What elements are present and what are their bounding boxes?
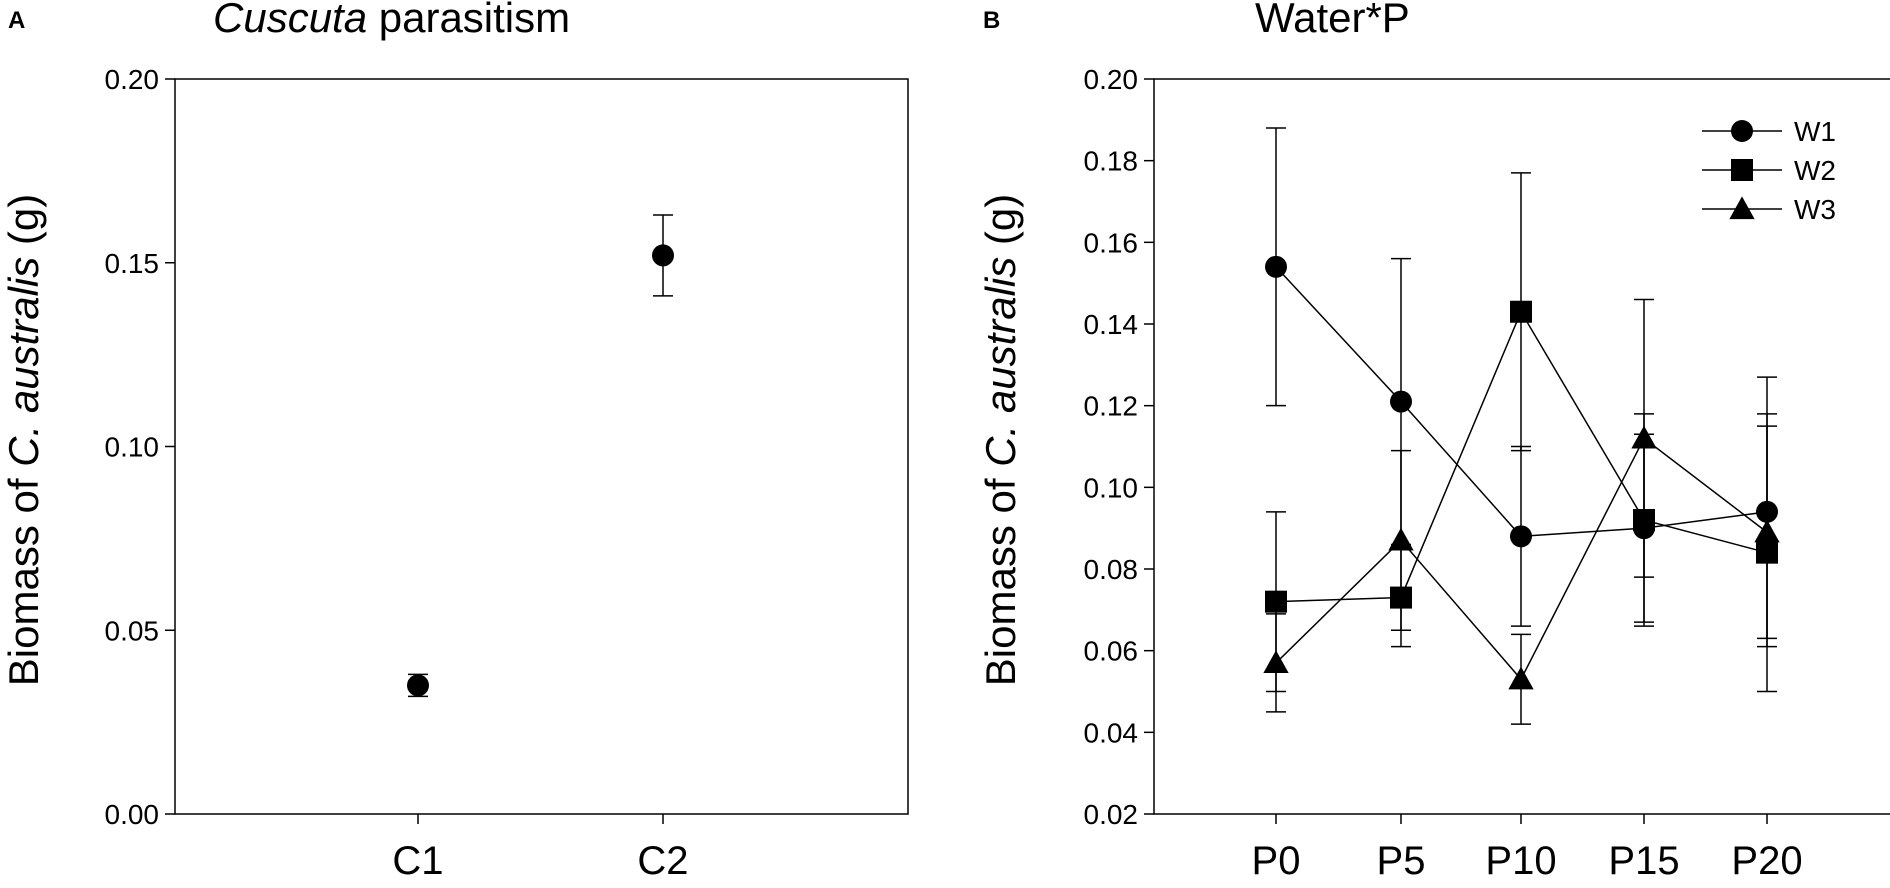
marker-w1 — [1756, 500, 1778, 523]
panel-b-error-bars — [1266, 127, 1777, 725]
marker-w2 — [1510, 300, 1532, 323]
y-tick-label: 0.15 — [105, 248, 160, 279]
panel-a-data — [407, 214, 674, 698]
data-point — [407, 674, 429, 697]
y-tick-label: 0.18 — [1084, 146, 1139, 177]
marker-w2 — [1633, 509, 1655, 531]
panel-a: A Cuscuta parasitism Biomass of C. austr… — [0, 0, 909, 883]
panel-a-y-ticks: 0.00 0.05 0.10 0.15 0.20 — [105, 64, 175, 830]
marker-w3 — [1508, 666, 1534, 690]
legend-label: W2 — [1794, 155, 1836, 186]
legend-item-w1: W1 — [1702, 116, 1836, 147]
panel-b: B Water*P Biomass of C. australis (g) 0.… — [977, 0, 1890, 883]
y-tick-label: 0.10 — [1084, 472, 1139, 503]
legend-marker — [1729, 196, 1755, 220]
y-tick-label: 0.10 — [105, 432, 160, 463]
marker-w1 — [1265, 255, 1287, 278]
panel-b-y-axis-label: Biomass of C. australis (g) — [977, 194, 1024, 686]
panel-a-plot-frame — [174, 78, 909, 815]
panel-b-legend: W1 W2 W3 — [1702, 116, 1836, 225]
y-tick-label: 0.06 — [1084, 636, 1139, 667]
legend-item-w2: W2 — [1702, 155, 1836, 186]
legend-item-w3: W3 — [1702, 194, 1836, 225]
y-tick-label: 0.05 — [105, 615, 160, 646]
marker-w1 — [1510, 525, 1532, 548]
y-tick-label: 0.16 — [1084, 227, 1139, 258]
legend-label: W1 — [1794, 116, 1836, 147]
panel-b-markers — [1263, 255, 1780, 690]
panel-b-plot-frame — [1153, 78, 1890, 815]
y-tick-label: 0.14 — [1084, 309, 1139, 340]
x-tick-label: P0 — [1252, 839, 1301, 883]
y-tick-label: 0.20 — [1084, 64, 1139, 95]
y-tick-label: 0.04 — [1084, 717, 1139, 748]
y-tick-label: 0.02 — [1084, 799, 1139, 830]
x-tick-label: P10 — [1485, 839, 1556, 883]
panel-a-title: Cuscuta parasitism — [213, 0, 570, 41]
marker-w2 — [1265, 590, 1287, 613]
x-tick-label: P5 — [1377, 839, 1426, 883]
marker-w2 — [1756, 541, 1778, 564]
marker-w3 — [1388, 527, 1414, 551]
y-tick-label: 0.00 — [105, 799, 160, 830]
marker-w1 — [1390, 390, 1412, 413]
panel-b-x-ticks: P0 P5 P10 P15 P20 — [1252, 814, 1803, 883]
legend-marker — [1731, 159, 1753, 181]
y-tick-label: 0.20 — [105, 64, 160, 95]
y-tick-label: 0.08 — [1084, 554, 1139, 585]
marker-w3 — [1263, 650, 1289, 674]
legend-label: W3 — [1794, 194, 1836, 225]
panel-a-x-ticks: C1 C2 — [392, 814, 689, 883]
panel-a-y-axis-label: Biomass of C. australis (g) — [0, 194, 47, 686]
panel-b-title: Water*P — [1255, 0, 1410, 41]
data-point — [652, 244, 674, 267]
x-tick-label: P15 — [1608, 839, 1679, 883]
x-tick-label: C2 — [637, 839, 688, 883]
y-tick-label: 0.12 — [1084, 391, 1139, 422]
marker-w3 — [1754, 519, 1780, 543]
x-tick-label: C1 — [392, 839, 443, 883]
marker-w3 — [1631, 425, 1657, 449]
x-tick-label: P20 — [1731, 839, 1802, 883]
panel-a-letter: A — [8, 7, 25, 34]
panel-b-letter: B — [983, 7, 1000, 34]
panel-b-y-ticks: 0.02 0.04 0.06 0.08 0.10 0.12 0.14 0.16 0.18 0.20 — [1084, 64, 1154, 830]
marker-w2 — [1390, 586, 1412, 609]
legend-marker — [1731, 120, 1753, 142]
